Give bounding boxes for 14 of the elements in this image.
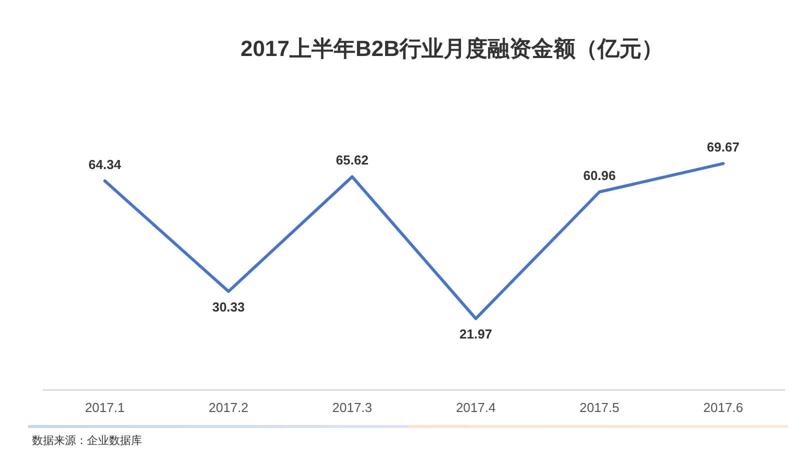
x-tick-label: 2017.3 — [332, 400, 372, 415]
x-tick-label: 2017.2 — [208, 400, 248, 415]
data-label: 30.33 — [212, 299, 245, 314]
data-label: 65.62 — [336, 152, 368, 168]
data-label: 69.67 — [706, 140, 740, 155]
data-label: 21.97 — [460, 326, 492, 342]
chart-title: 2017上半年B2B行业月度融资金额（亿元） — [240, 36, 664, 61]
x-tick-label: 2017.1 — [84, 400, 125, 415]
data-label: 64.34 — [88, 156, 122, 172]
x-tick-label: 2017.5 — [580, 400, 620, 415]
data-label: 60.96 — [583, 168, 616, 183]
x-tick-label: 2017.4 — [456, 400, 496, 415]
x-tick-label: 2017.6 — [703, 400, 744, 415]
source-note: 数据来源：企业数据库 — [32, 434, 142, 447]
